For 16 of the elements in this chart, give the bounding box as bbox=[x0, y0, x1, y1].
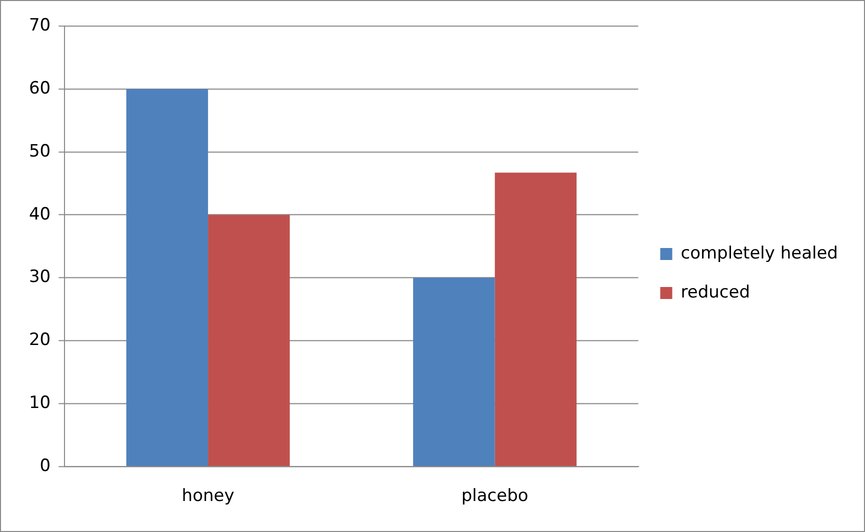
bar bbox=[126, 88, 208, 466]
bar bbox=[413, 278, 495, 466]
legend-label: reduced bbox=[680, 282, 750, 302]
bar bbox=[494, 172, 577, 466]
x-tick-label: honey bbox=[182, 486, 234, 506]
y-tick-label: 50 bbox=[28, 141, 51, 162]
y-tick-label: 0 bbox=[40, 456, 51, 476]
y-tick-label: 70 bbox=[28, 15, 51, 36]
y-tick-label: 20 bbox=[28, 330, 51, 350]
y-tick-label: 40 bbox=[28, 204, 51, 224]
x-tick-label: placebo bbox=[461, 486, 528, 506]
legend-label: completely healed bbox=[680, 243, 838, 264]
bar bbox=[208, 214, 290, 466]
y-tick-label: 60 bbox=[28, 78, 51, 98]
y-tick-label: 10 bbox=[28, 393, 51, 414]
y-tick-label: 30 bbox=[28, 267, 51, 288]
